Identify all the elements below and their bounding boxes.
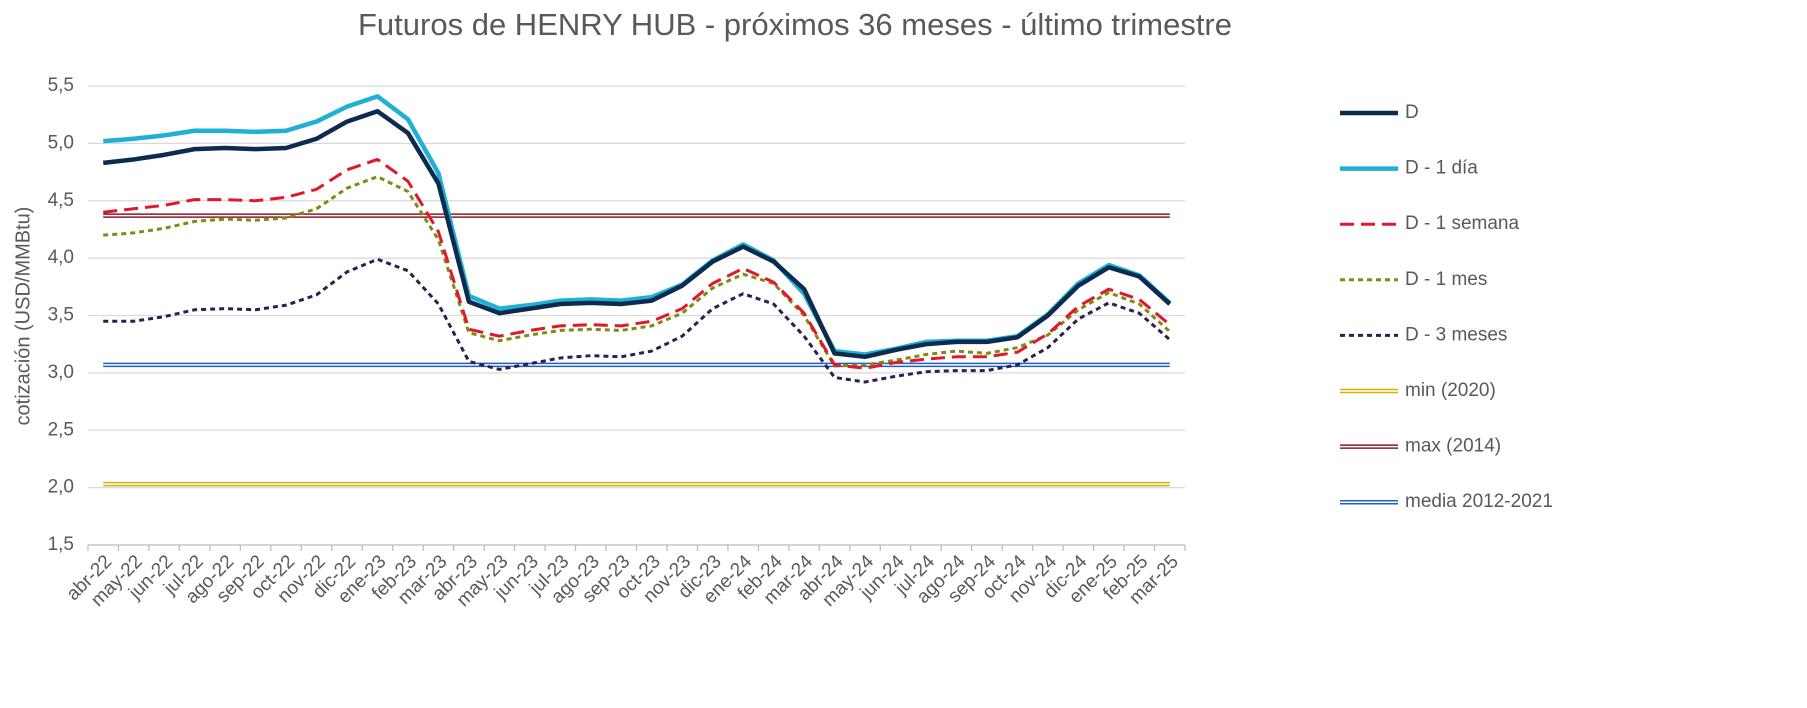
y-tick-label: 3,0 [48,362,74,383]
legend-label: D - 1 mes [1405,269,1487,290]
legend-label: D [1405,102,1419,123]
series-line [103,175,1171,368]
y-tick-label: 2,0 [48,477,74,498]
y-tick-label: 2,5 [48,419,74,440]
series-line [103,257,1171,384]
legend-label: D - 1 día [1405,158,1478,179]
y-tick-label: 1,5 [48,534,74,555]
legend-label: D - 3 meses [1405,324,1507,345]
y-tick-label: 5,0 [48,132,74,153]
y-tick-label: 4,0 [48,247,74,268]
y-tick-label: 3,5 [48,305,74,326]
series-line [102,108,1172,360]
y-axis-label: cotización (USD/MMBtu) [12,207,34,426]
legend-label: media 2012-2021 [1405,491,1553,512]
chart-title: Futuros de HENRY HUB - próximos 36 meses… [358,7,1232,42]
y-tick-label: 5,5 [48,75,74,96]
legend-label: D - 1 semana [1405,213,1519,234]
legend-label: min (2020) [1405,380,1496,401]
y-tick-label: 4,5 [48,190,74,211]
legend-label: max (2014) [1405,436,1501,457]
series-line [103,157,1171,370]
